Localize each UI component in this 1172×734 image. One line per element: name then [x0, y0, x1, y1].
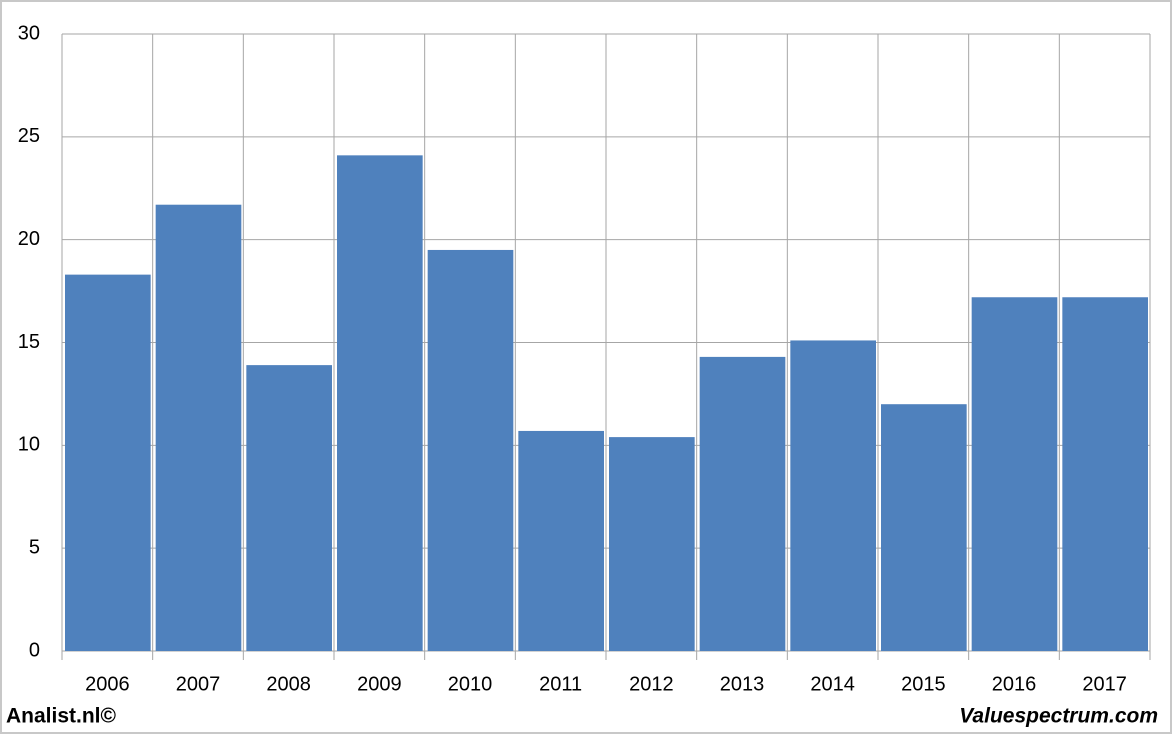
x-tick-label: 2016 — [992, 673, 1037, 695]
y-tick-label: 30 — [18, 22, 40, 44]
footer-left: Analist.nl© — [6, 705, 117, 728]
bar — [155, 204, 242, 651]
x-tick-label: 2013 — [720, 673, 765, 695]
x-tick-label: 2008 — [266, 673, 311, 695]
x-tick-label: 2015 — [901, 673, 946, 695]
y-tick-label: 25 — [18, 125, 40, 147]
bar — [518, 430, 604, 651]
bar — [699, 356, 786, 651]
x-tick-label: 2009 — [357, 673, 402, 695]
bar — [65, 274, 151, 651]
bar — [790, 340, 876, 651]
bar — [881, 404, 967, 651]
y-tick-label: 10 — [18, 434, 40, 456]
x-tick-label: 2017 — [1082, 673, 1127, 695]
x-tick-label: 2010 — [448, 673, 493, 695]
bar — [337, 155, 423, 652]
bar — [246, 365, 332, 651]
footer-right: Valuespectrum.com — [959, 705, 1158, 728]
x-tick-label: 2012 — [629, 673, 674, 695]
bar — [971, 297, 1058, 651]
x-tick-label: 2007 — [176, 673, 221, 695]
bar — [609, 437, 695, 651]
y-tick-label: 15 — [18, 331, 40, 353]
x-tick-label: 2014 — [810, 673, 855, 695]
bar — [1062, 297, 1148, 651]
bar — [427, 249, 514, 651]
y-tick-label: 0 — [29, 639, 40, 661]
y-tick-label: 20 — [18, 228, 40, 250]
x-tick-label: 2006 — [85, 673, 130, 695]
y-tick-label: 5 — [29, 536, 40, 558]
x-tick-label: 2011 — [539, 673, 582, 695]
